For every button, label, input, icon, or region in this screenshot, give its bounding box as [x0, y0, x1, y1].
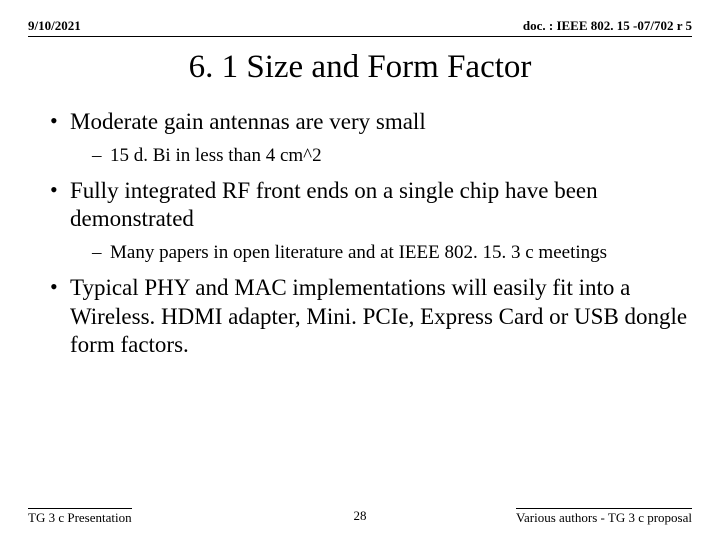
sub-list: 15 d. Bi in less than 4 cm^2: [70, 144, 692, 167]
sub-text: 15 d. Bi in less than 4 cm^2: [110, 145, 322, 166]
footer-page-number: 28: [354, 508, 367, 524]
header: 9/10/2021 doc. : IEEE 802. 15 -07/702 r …: [28, 18, 692, 37]
sub-item: 15 d. Bi in less than 4 cm^2: [92, 144, 692, 167]
bullet-item: Typical PHY and MAC implementations will…: [50, 274, 692, 358]
sub-item: Many papers in open literature and at IE…: [92, 241, 692, 264]
sub-text: Many papers in open literature and at IE…: [110, 242, 607, 263]
footer-authors: Various authors - TG 3 c proposal: [516, 508, 692, 526]
footer-presentation: TG 3 c Presentation: [28, 508, 132, 526]
bullet-text: Fully integrated RF front ends on a sing…: [70, 178, 598, 231]
slide-title: 6. 1 Size and Form Factor: [28, 49, 692, 86]
header-date: 9/10/2021: [28, 18, 81, 34]
bullet-list: Moderate gain antennas are very small 15…: [28, 108, 692, 359]
bullet-item: Fully integrated RF front ends on a sing…: [50, 177, 692, 264]
footer: TG 3 c Presentation 28 Various authors -…: [28, 508, 692, 526]
bullet-text: Moderate gain antennas are very small: [70, 109, 426, 134]
bullet-text: Typical PHY and MAC implementations will…: [70, 275, 687, 356]
bullet-item: Moderate gain antennas are very small 15…: [50, 108, 692, 167]
sub-list: Many papers in open literature and at IE…: [70, 241, 692, 264]
header-doc-id: doc. : IEEE 802. 15 -07/702 r 5: [523, 18, 692, 34]
